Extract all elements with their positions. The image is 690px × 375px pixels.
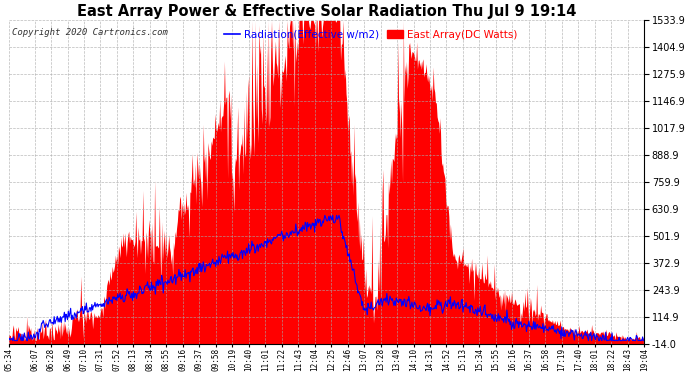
Legend: Radiation(Effective w/m2), East Array(DC Watts): Radiation(Effective w/m2), East Array(DC… xyxy=(220,26,522,44)
Text: Copyright 2020 Cartronics.com: Copyright 2020 Cartronics.com xyxy=(12,28,168,38)
Title: East Array Power & Effective Solar Radiation Thu Jul 9 19:14: East Array Power & Effective Solar Radia… xyxy=(77,4,576,19)
